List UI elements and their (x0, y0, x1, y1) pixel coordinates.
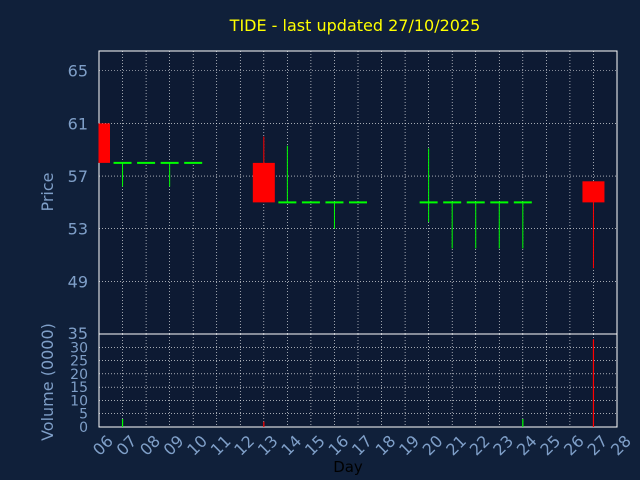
volume-bars (121, 339, 595, 427)
chart-title: TIDE - last updated 27/10/2025 (229, 16, 481, 35)
price-y-ticks: 65 61 57 53 49 (68, 62, 88, 292)
volume-tick-label: 5 (79, 407, 88, 423)
price-tick-label: 49 (68, 272, 88, 291)
volume-tick-label: 25 (70, 354, 88, 370)
price-tick-label: 61 (68, 114, 88, 133)
volume-tick-label: 10 (70, 393, 88, 409)
candle-body (252, 162, 275, 203)
price-tick-label: 65 (68, 62, 88, 81)
candle-body (99, 123, 110, 163)
x-tick-labels: 0607080910111213141516171819202122232425… (89, 431, 635, 459)
volume-axis-label: Volume (0000) (38, 323, 57, 441)
volume-plot-area (98, 333, 618, 428)
price-tick-label: 53 (68, 220, 88, 239)
candle-body (582, 181, 605, 203)
volume-tick-label: 20 (70, 367, 88, 383)
volume-tick-label: 15 (70, 380, 88, 396)
volume-tick-label: 35 (68, 324, 88, 343)
candles (98, 123, 605, 269)
x-axis-label: Day (333, 458, 363, 476)
price-panel: 65 61 57 53 49 (68, 50, 618, 335)
price-axis-label: Price (38, 172, 57, 211)
volume-tick-label: 30 (70, 340, 88, 356)
price-tick-label: 57 (68, 167, 88, 186)
volume-tick-label: 0 (79, 420, 88, 436)
